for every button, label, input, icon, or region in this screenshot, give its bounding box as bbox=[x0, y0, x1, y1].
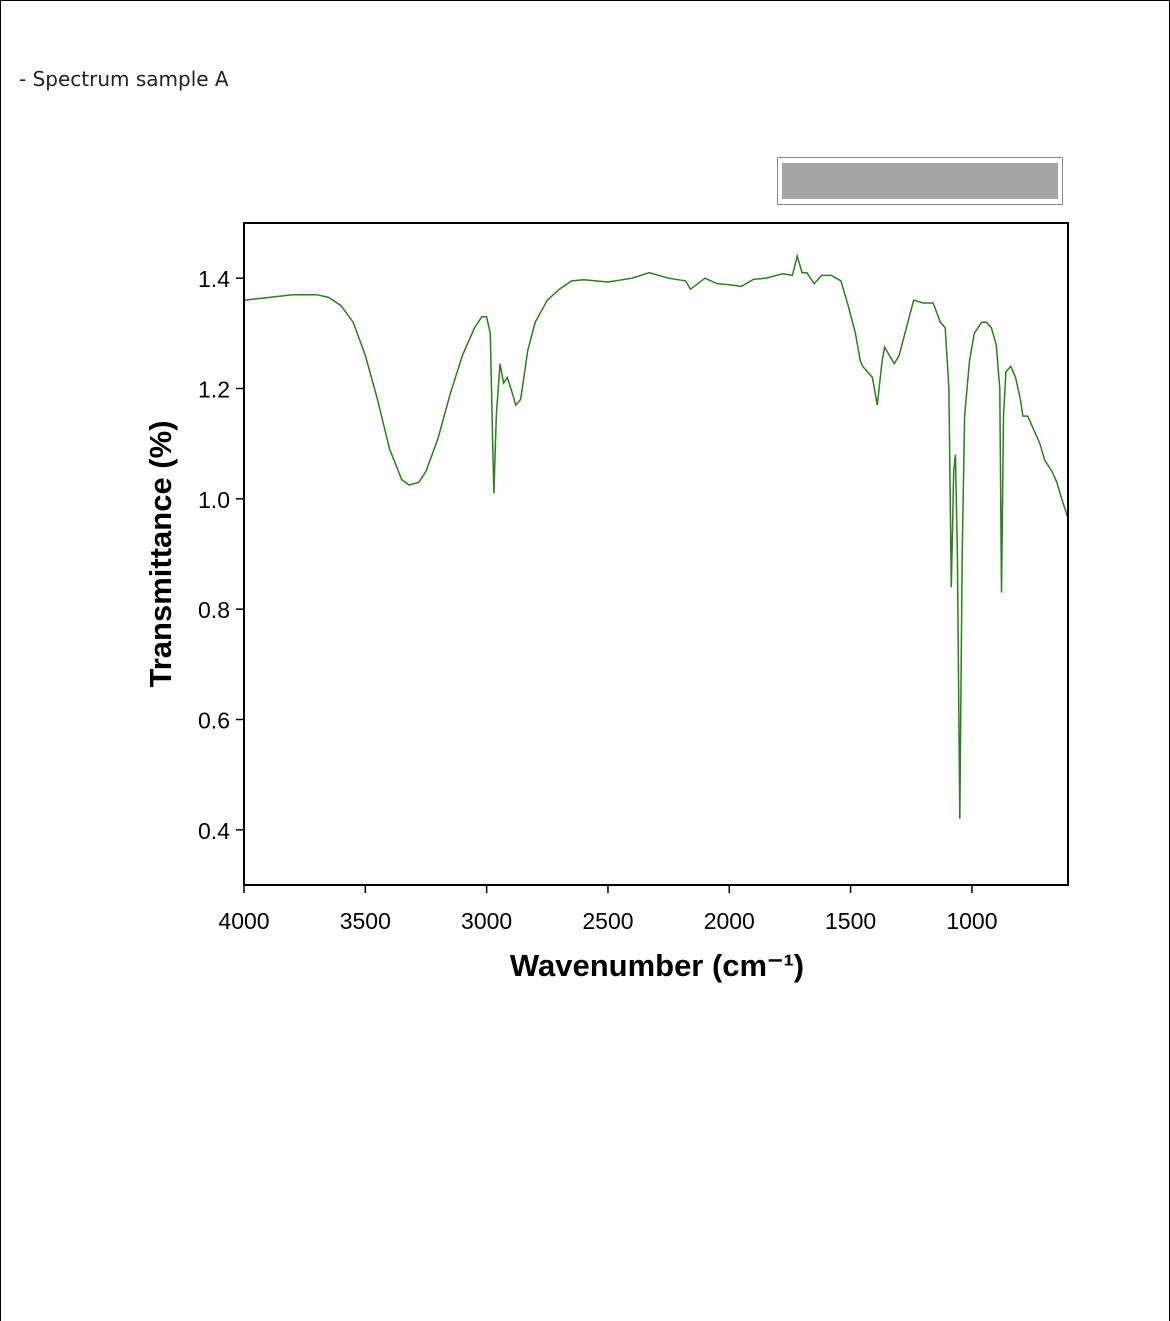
caption: - Spectrum sample A bbox=[19, 67, 229, 91]
x-tick-label: 2000 bbox=[704, 908, 755, 934]
y-tick-label: 0.6 bbox=[198, 708, 230, 734]
plot-frame bbox=[243, 222, 1069, 886]
spectrum-line bbox=[243, 253, 1069, 819]
y-axis-label: Transmittance (%) bbox=[143, 420, 178, 687]
x-tick-label: 1500 bbox=[825, 908, 876, 934]
y-tick-label: 0.8 bbox=[198, 597, 230, 623]
y-tick-label: 1.0 bbox=[198, 487, 230, 513]
x-tick-label: 1000 bbox=[946, 908, 997, 934]
x-tick-label: 3000 bbox=[461, 908, 512, 934]
x-tick-label: 3500 bbox=[340, 908, 391, 934]
redaction bbox=[782, 163, 1058, 199]
x-tick-label: 4000 bbox=[218, 908, 269, 934]
y-tick-label: 1.4 bbox=[198, 266, 230, 292]
x-axis-label: Wavenumber (cm⁻¹) bbox=[510, 948, 804, 983]
x-tick-label: 2500 bbox=[582, 908, 633, 934]
y-tick-label: 1.2 bbox=[198, 377, 230, 403]
redacted-box bbox=[777, 157, 1063, 205]
y-tick-label: 0.4 bbox=[198, 818, 230, 844]
